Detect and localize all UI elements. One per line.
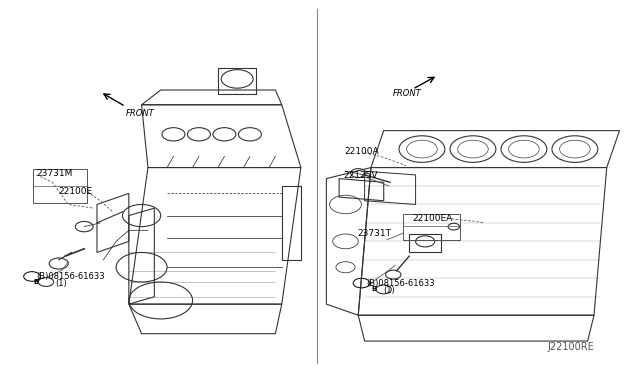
Text: FRONT: FRONT (125, 109, 154, 118)
Text: 22100A: 22100A (344, 147, 379, 156)
Text: (B)08156-61633: (B)08156-61633 (367, 279, 435, 288)
Text: 22100E: 22100E (59, 187, 93, 196)
Text: 23731M: 23731M (36, 169, 73, 177)
Text: (1): (1) (56, 279, 67, 288)
Text: (1): (1) (384, 286, 396, 295)
Text: (B)08156-61633: (B)08156-61633 (36, 272, 105, 281)
Text: J22100RE: J22100RE (547, 342, 594, 352)
Text: B: B (34, 279, 39, 285)
Text: 23731T: 23731T (357, 229, 391, 238)
Text: FRONT: FRONT (394, 89, 422, 98)
Text: 22100EA: 22100EA (412, 214, 452, 222)
Text: B: B (372, 286, 377, 292)
Text: 22125V: 22125V (343, 171, 378, 180)
